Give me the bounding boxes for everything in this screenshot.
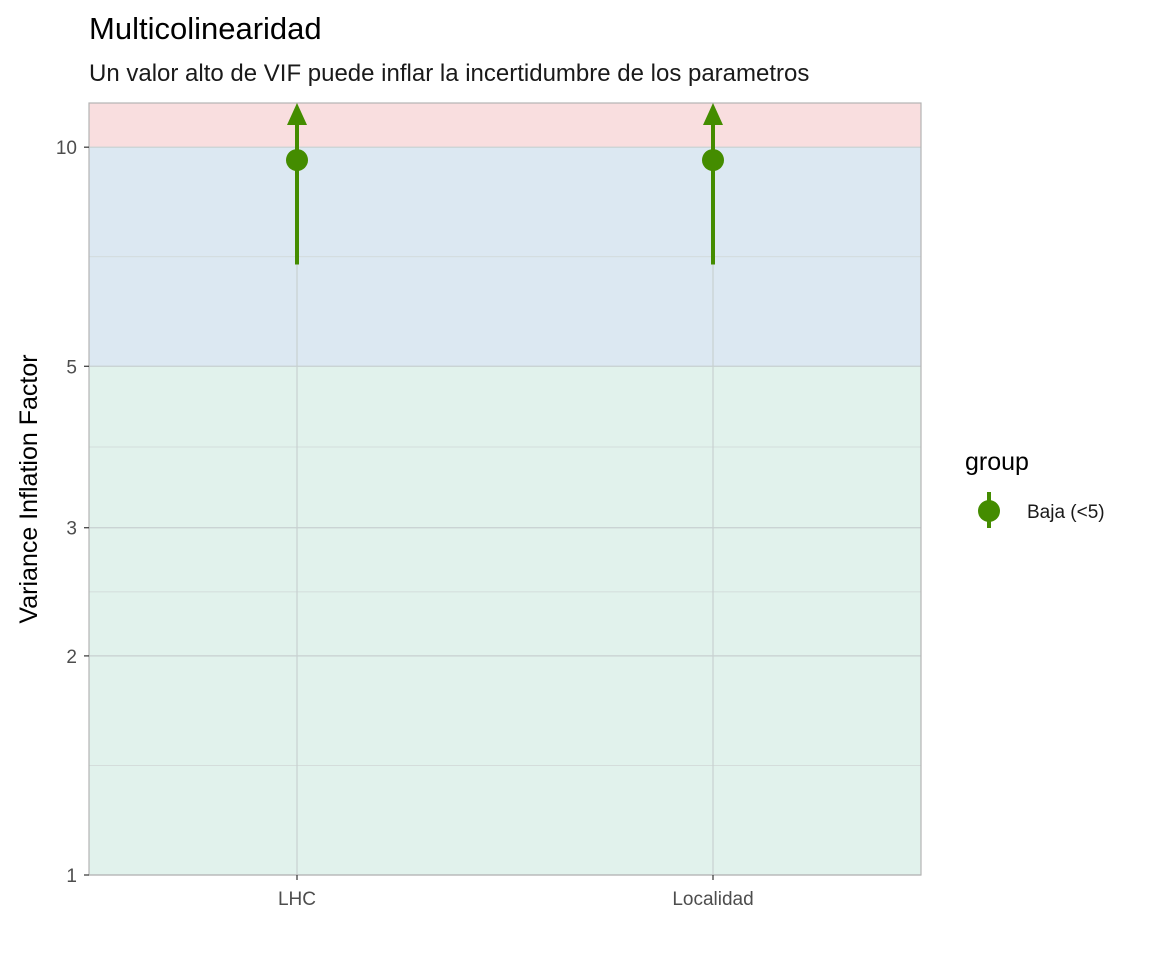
y-tick-label-3: 5	[66, 357, 77, 378]
x-tick-label-1: Localidad	[672, 889, 753, 910]
point-lhc	[286, 149, 308, 172]
panel-border	[88, 102, 922, 876]
legend-key-point-0	[978, 500, 1000, 522]
point-localidad	[702, 149, 724, 172]
legend: group Baja (<5)	[965, 448, 1105, 528]
legend-title: group	[965, 448, 1029, 476]
vif-zones	[89, 103, 921, 875]
y-tick-label-2: 3	[66, 519, 77, 540]
legend-label-0: Baja (<5)	[1027, 502, 1105, 523]
zone-2	[89, 103, 921, 148]
y-tick-label-0: 1	[66, 866, 77, 887]
zone-0	[89, 366, 921, 875]
grid-lines	[89, 103, 921, 876]
y-axis: 1 2 3 5 10	[56, 138, 89, 887]
chart-subtitle: Un valor alto de VIF puede inflar la inc…	[89, 60, 809, 87]
ci-arrow-lhc	[287, 103, 307, 125]
y-axis-title: Variance Inflation Factor	[15, 354, 43, 623]
x-tick-label-0: LHC	[278, 889, 316, 910]
y-tick-label-1: 2	[66, 647, 77, 668]
ci-arrow-localidad	[703, 103, 723, 125]
data-marks	[286, 103, 724, 265]
y-tick-label-4: 10	[56, 138, 77, 159]
x-axis: LHC Localidad	[278, 875, 754, 910]
chart-title: Multicolinearidad	[89, 11, 322, 46]
